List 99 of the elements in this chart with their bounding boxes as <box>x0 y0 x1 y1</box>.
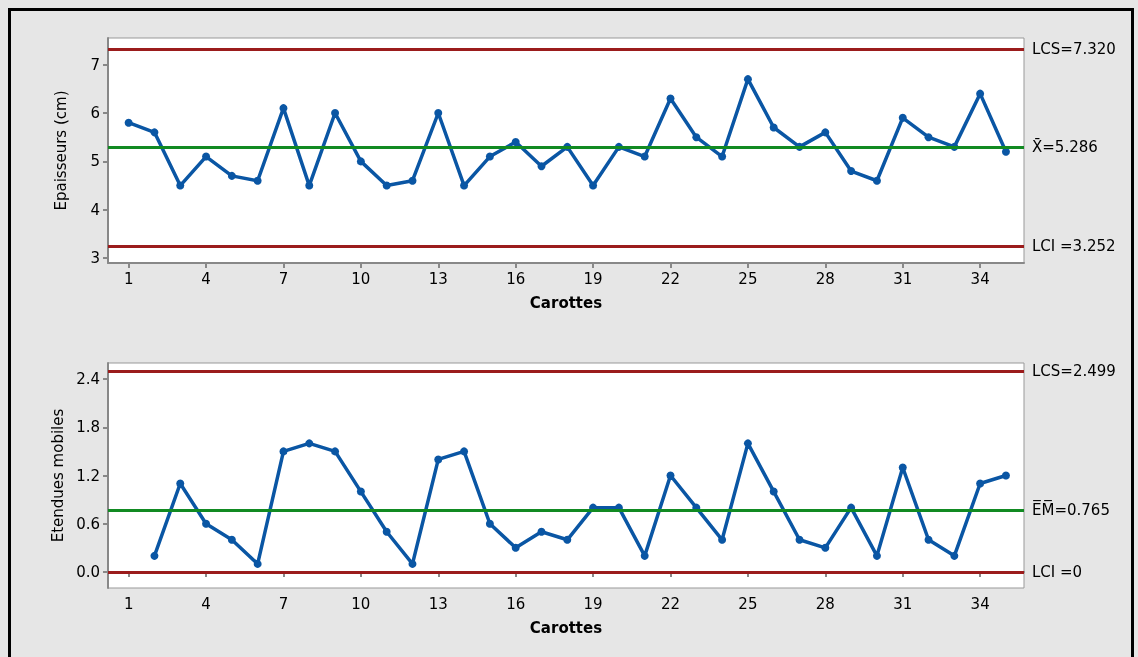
x-tick-label: 13 <box>428 594 448 613</box>
point <box>666 94 675 103</box>
point <box>434 455 443 464</box>
point <box>769 123 778 132</box>
point <box>460 181 469 190</box>
x-tick-label: 25 <box>738 269 758 288</box>
ref-line-label: LCI =3.252 <box>1032 237 1116 256</box>
y-tick-label: 0.0 <box>76 562 100 581</box>
point <box>356 487 365 496</box>
x-tick-label: 13 <box>428 269 448 288</box>
x-tick-label: 1 <box>123 594 134 613</box>
y-tick-label: 3 <box>90 249 100 268</box>
x-axis-title: Carottes <box>529 293 603 312</box>
point <box>898 463 907 472</box>
point <box>589 181 598 190</box>
y-tick-label: 1.8 <box>76 418 100 437</box>
x-tick-label: 1 <box>123 269 134 288</box>
x-tick-label: 34 <box>970 594 990 613</box>
point <box>356 157 365 166</box>
point <box>795 535 804 544</box>
point <box>382 181 391 190</box>
point <box>1001 471 1010 480</box>
point <box>382 527 391 536</box>
point <box>227 535 236 544</box>
point <box>253 176 262 185</box>
point <box>124 118 133 127</box>
point <box>821 128 830 137</box>
x-tick-label: 22 <box>660 594 681 613</box>
x-tick-label: 28 <box>815 269 835 288</box>
point <box>460 447 469 456</box>
point <box>666 471 675 480</box>
point <box>485 519 494 528</box>
x-tick-label: 31 <box>893 269 913 288</box>
point <box>305 181 314 190</box>
point <box>924 133 933 142</box>
point <box>769 487 778 496</box>
point <box>485 152 494 161</box>
ref-line-label: E̅M̅=0.765 <box>1032 500 1110 520</box>
point <box>743 439 752 448</box>
ref-line-label: X̄=5.286 <box>1032 137 1098 157</box>
point <box>408 176 417 185</box>
x-tick-label: 16 <box>506 594 526 613</box>
point <box>202 519 211 528</box>
point <box>537 527 546 536</box>
point <box>227 171 236 180</box>
x-tick-label: 10 <box>351 269 371 288</box>
point <box>924 535 933 544</box>
y-tick-label: 6 <box>90 104 100 122</box>
x-tick-label: 19 <box>583 269 603 288</box>
x-tick-label: 22 <box>660 269 681 288</box>
point <box>176 479 185 488</box>
point <box>176 181 185 190</box>
point <box>950 551 959 560</box>
point <box>434 109 443 117</box>
point <box>331 109 340 117</box>
point <box>279 447 288 456</box>
x-tick-label: 4 <box>201 594 211 613</box>
point <box>563 535 572 544</box>
y-tick-label: 2.4 <box>76 370 100 389</box>
point <box>847 167 856 176</box>
point <box>898 113 907 122</box>
ref-line-label: LCS=2.499 <box>1032 362 1116 381</box>
x-tick-label: 34 <box>970 269 990 288</box>
y-tick-label: 4 <box>90 200 100 219</box>
x-tick-label: 19 <box>583 594 603 613</box>
point <box>692 133 701 142</box>
x-tick-label: 25 <box>738 594 758 613</box>
y-tick-label: 0.6 <box>76 514 100 533</box>
point <box>305 439 314 448</box>
x-tick-label: 28 <box>815 594 835 613</box>
x-tick-label: 10 <box>351 594 371 613</box>
point <box>331 447 340 456</box>
point <box>511 543 520 552</box>
y-tick-label: 7 <box>90 55 100 74</box>
y-axis-title: Epaisseurs (cm) <box>51 90 70 211</box>
x-tick-label: 7 <box>278 269 289 288</box>
y-tick-label: 1.2 <box>76 466 100 485</box>
point <box>150 128 159 137</box>
y-tick-label: 5 <box>90 152 100 171</box>
point <box>640 152 649 161</box>
point <box>821 543 830 552</box>
x-tick-label: 31 <box>893 594 913 613</box>
point <box>150 551 159 560</box>
ref-line-label: LCS=7.320 <box>1032 40 1116 59</box>
ref-line-label: LCI =0 <box>1032 562 1083 581</box>
y-axis-title: Etendues mobiles <box>48 408 67 543</box>
x-tick-label: 7 <box>278 594 289 613</box>
x-axis-title: Carottes <box>529 618 603 637</box>
point <box>976 479 985 488</box>
point <box>511 138 520 147</box>
point <box>718 535 727 544</box>
point <box>872 551 881 560</box>
point <box>872 176 881 185</box>
point <box>718 152 727 161</box>
x-tick-label: 16 <box>506 269 526 288</box>
point <box>976 89 985 98</box>
point <box>202 152 211 161</box>
point <box>537 162 546 171</box>
x-tick-label: 4 <box>201 269 211 288</box>
